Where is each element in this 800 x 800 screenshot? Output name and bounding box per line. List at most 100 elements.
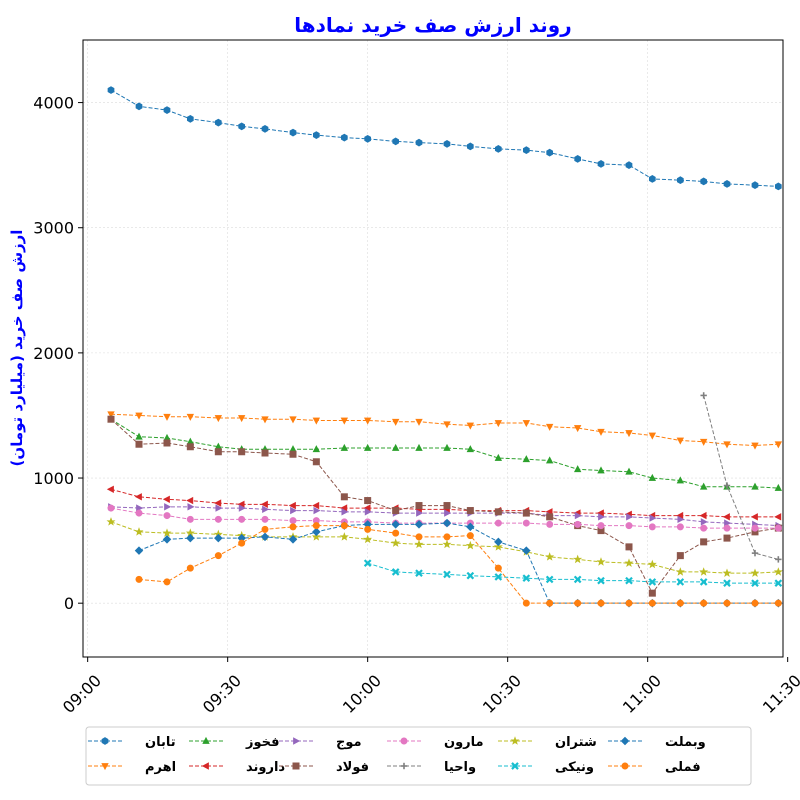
- data-point: [107, 411, 115, 419]
- data-point: [597, 428, 605, 436]
- data-point: [312, 501, 320, 510]
- data-point: [364, 497, 372, 505]
- data-point: [675, 567, 685, 576]
- data-point: [647, 559, 657, 569]
- data-point: [214, 515, 222, 523]
- data-point: [363, 443, 372, 451]
- data-point: [214, 448, 222, 456]
- legend-label: فخوز: [245, 735, 280, 750]
- y-tick-label: 2000: [33, 344, 74, 363]
- data-point: [391, 418, 400, 426]
- data-point: [391, 568, 400, 576]
- legend-marker: [101, 763, 109, 771]
- data-point: [723, 579, 731, 587]
- data-point: [573, 575, 582, 584]
- data-point: [774, 524, 782, 532]
- data-point: [465, 540, 475, 550]
- y-tick-label: 3000: [33, 219, 74, 238]
- data-point: [751, 524, 759, 532]
- data-point: [722, 568, 732, 577]
- x-tick-label: 11:00: [619, 671, 665, 717]
- legend-label: فولاد: [336, 760, 369, 775]
- data-point: [597, 466, 605, 474]
- data-point: [625, 543, 633, 551]
- data-point: [134, 546, 144, 555]
- data-point: [723, 482, 731, 489]
- data-point: [391, 538, 401, 547]
- data-point: [415, 502, 423, 510]
- data-point: [494, 537, 503, 547]
- data-point: [107, 415, 115, 423]
- data-point: [774, 182, 782, 191]
- data-point: [363, 534, 373, 544]
- data-point: [416, 509, 424, 517]
- legend-label: شتران: [555, 735, 597, 750]
- data-point: [546, 148, 554, 157]
- data-point: [494, 420, 503, 428]
- data-point: [261, 124, 269, 133]
- data-point: [135, 440, 143, 448]
- data-point: [545, 456, 554, 464]
- data-point: [676, 523, 684, 531]
- data-point: [290, 506, 298, 515]
- data-point: [699, 567, 709, 576]
- data-point: [494, 453, 503, 461]
- data-point: [775, 556, 782, 563]
- data-point: [522, 455, 531, 463]
- data-point: [260, 532, 270, 542]
- data-point: [186, 515, 194, 523]
- data-point: [444, 509, 452, 517]
- data-point: [261, 449, 269, 457]
- data-point: [162, 528, 172, 537]
- data-point: [262, 505, 270, 514]
- data-point: [573, 465, 582, 473]
- x-tick-label: 11:30: [759, 671, 800, 717]
- legend-marker: [400, 762, 408, 770]
- series-10: [134, 518, 783, 608]
- data-point: [442, 539, 452, 549]
- data-point: [751, 599, 759, 607]
- data-point: [312, 445, 321, 453]
- grid: [83, 40, 783, 657]
- data-point: [186, 496, 194, 505]
- data-point: [186, 413, 195, 421]
- legend-marker: [201, 762, 209, 770]
- data-point: [676, 552, 684, 560]
- data-point: [494, 573, 503, 581]
- legend-item: فولاد: [279, 760, 369, 775]
- data-point: [648, 589, 656, 597]
- data-point: [522, 519, 530, 527]
- legend-item: فخوز: [189, 735, 280, 750]
- data-point: [363, 559, 372, 567]
- data-point: [574, 520, 582, 528]
- data-point: [392, 137, 400, 146]
- legend-item: داروند: [189, 760, 285, 775]
- data-point: [699, 438, 708, 446]
- data-point: [340, 133, 348, 142]
- data-point: [214, 499, 222, 507]
- legend-marker: [510, 736, 520, 745]
- legend-marker: [400, 737, 408, 745]
- series-1: [107, 411, 783, 450]
- data-point: [750, 568, 760, 577]
- data-point: [546, 513, 554, 521]
- data-point: [573, 425, 582, 433]
- series-9: [363, 559, 783, 587]
- data-point: [722, 513, 730, 521]
- data-point: [340, 443, 349, 451]
- data-point: [312, 522, 320, 530]
- data-point: [443, 140, 451, 148]
- plot-area-border: [82, 39, 784, 658]
- data-point: [676, 437, 685, 445]
- data-point: [676, 176, 684, 185]
- data-point: [312, 527, 321, 537]
- data-point: [414, 539, 424, 549]
- data-point: [522, 420, 531, 428]
- data-point: [414, 520, 424, 529]
- legend-marker: [621, 762, 629, 770]
- data-point: [700, 392, 707, 399]
- data-point: [312, 131, 320, 139]
- data-point: [751, 181, 759, 190]
- legend-item: شتران: [498, 735, 597, 750]
- data-point: [676, 578, 685, 586]
